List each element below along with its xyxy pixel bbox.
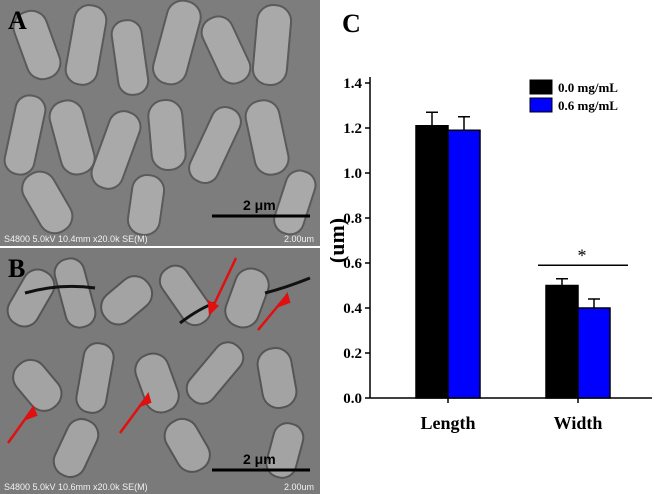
x-tick-label: Length (420, 413, 475, 433)
legend-label: 0.6 mg/mL (558, 98, 618, 113)
y-tick-label: 1.2 (343, 121, 362, 137)
chart-legend: 0.0 mg/mL 0.6 mg/mL (529, 79, 618, 113)
chart-axes: 0.0 0.2 0.4 0.6 0.8 1.0 1.2 1.4 Length Width (343, 76, 652, 433)
significance-star: * (578, 245, 587, 265)
y-tick-label: 1.4 (343, 76, 362, 92)
sem-texture-b (0, 248, 320, 494)
y-tick-label: 0.6 (343, 256, 362, 272)
y-tick-label: 0.2 (343, 346, 362, 362)
panel-letter-a: A (8, 6, 27, 35)
panel-letter-c: C (342, 9, 361, 38)
sem-info-right-a: 2.00um (283, 234, 314, 244)
bar (577, 307, 611, 399)
scale-bar-label-a: 2 μm (243, 197, 276, 213)
sem-info-bar-b: S4800 5.0kV 10.6mm x20.0k SE(M) 2.00um (0, 480, 320, 494)
sem-image-b: B 2 μm S4800 5.0kV 10.6mm x20.0k SE(M) 2… (0, 248, 320, 494)
bar (447, 129, 481, 399)
bar-chart: C (um) 0.0 0.2 0.4 0.6 0.8 1.0 1.2 1.4 Length Wid… (330, 9, 652, 433)
sem-image-a: A 2 μm S4800 5.0kV 10.4mm x20.0k SE(M) 2… (0, 0, 320, 246)
y-tick-label: 0.4 (343, 301, 362, 317)
legend-label: 0.0 mg/mL (558, 80, 618, 95)
sem-info-left-a: S4800 5.0kV 10.4mm x20.0k SE(M) (4, 234, 148, 244)
sem-texture-a (0, 0, 320, 246)
bar (545, 284, 579, 399)
y-tick-label: 1.0 (343, 166, 362, 182)
y-tick-label: 0.8 (343, 211, 362, 227)
legend-swatch (529, 97, 553, 113)
scale-bar-label-b: 2 μm (243, 451, 276, 467)
chart-bars: * (415, 111, 628, 399)
y-axis-label: (um) (330, 218, 349, 263)
legend-swatch (529, 79, 553, 95)
sem-info-right-b: 2.00um (283, 482, 314, 492)
x-tick-label: Width (554, 413, 603, 433)
sem-info-left-b: S4800 5.0kV 10.6mm x20.0k SE(M) (4, 482, 148, 492)
panel-letter-b: B (8, 254, 26, 283)
bar (415, 125, 449, 399)
y-tick-label: 0.0 (343, 391, 362, 407)
sem-info-bar-a: S4800 5.0kV 10.4mm x20.0k SE(M) 2.00um (0, 232, 320, 246)
